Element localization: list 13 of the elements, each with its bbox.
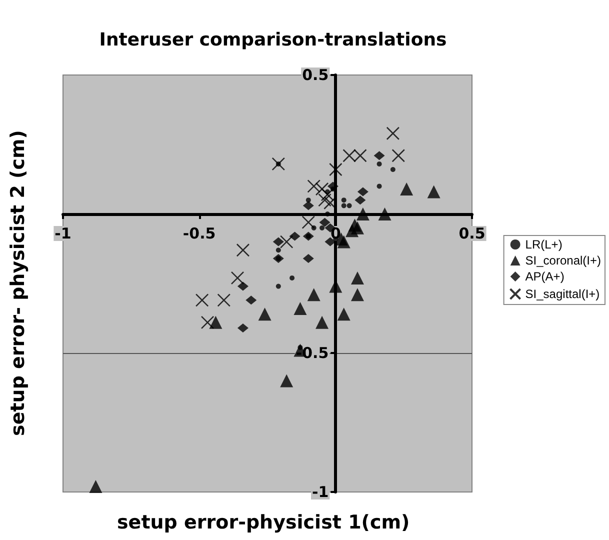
legend-label: AP(A+)	[525, 270, 564, 284]
x-tick-label: -0.5	[182, 224, 216, 242]
legend-label: LR(L+)	[525, 238, 562, 252]
y-tick-label: -1	[312, 483, 329, 501]
y-tick-label: 0.5	[302, 66, 329, 84]
chart-title: Interuser comparison-translations	[99, 30, 447, 50]
legend-label: SI_sagittal(I+)	[525, 287, 600, 301]
legend-label: SI_coronal(I+)	[525, 254, 602, 268]
y-axis-title: setup error- physicist 2 (cm)	[7, 130, 29, 436]
x-axis-title: setup error-physicist 1(cm)	[117, 512, 410, 534]
x-tick-label: -1	[54, 224, 72, 242]
x-tick-label: 0.5	[458, 224, 486, 242]
y-tick-label: -0.5	[296, 344, 329, 362]
